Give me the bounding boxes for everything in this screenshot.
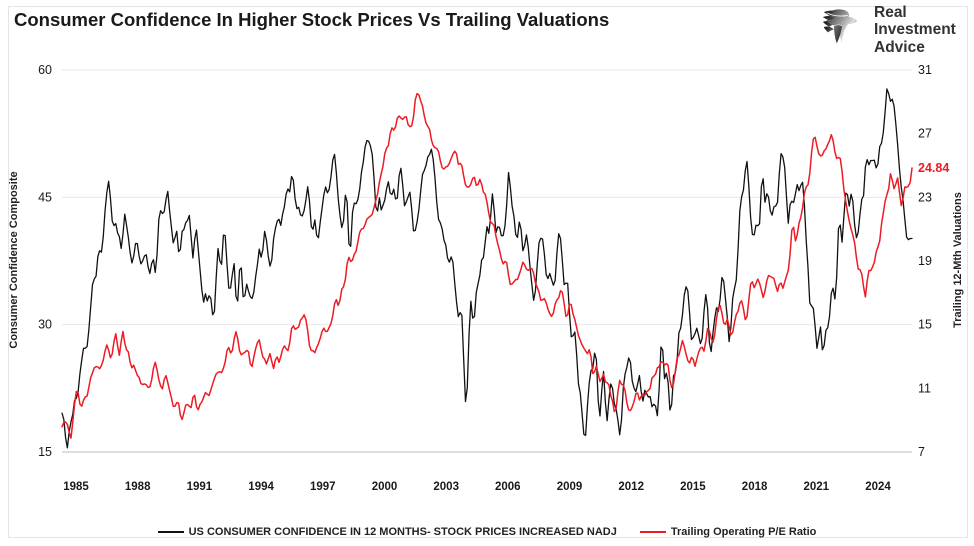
svg-text:1994: 1994 [248, 481, 274, 493]
svg-text:31: 31 [918, 63, 932, 77]
svg-text:1991: 1991 [187, 481, 213, 493]
svg-text:2021: 2021 [804, 481, 830, 493]
svg-text:15: 15 [38, 445, 52, 459]
svg-text:2000: 2000 [372, 481, 398, 493]
svg-text:11: 11 [918, 381, 931, 395]
svg-text:2012: 2012 [618, 481, 644, 493]
svg-text:23: 23 [918, 190, 932, 204]
svg-text:27: 27 [918, 127, 932, 141]
svg-text:1985: 1985 [63, 481, 89, 493]
svg-text:2015: 2015 [680, 481, 706, 493]
svg-text:2018: 2018 [742, 481, 768, 493]
svg-text:7: 7 [918, 445, 925, 459]
svg-text:30: 30 [38, 318, 52, 332]
svg-text:2009: 2009 [557, 481, 583, 493]
svg-text:2024: 2024 [865, 481, 891, 493]
svg-text:60: 60 [38, 63, 52, 77]
svg-text:1997: 1997 [310, 481, 336, 493]
svg-text:1988: 1988 [125, 481, 151, 493]
svg-text:24.84: 24.84 [918, 161, 949, 175]
svg-text:2003: 2003 [433, 481, 459, 493]
svg-text:2006: 2006 [495, 481, 521, 493]
svg-text:15: 15 [918, 318, 932, 332]
svg-text:19: 19 [918, 254, 932, 268]
svg-text:45: 45 [38, 190, 52, 204]
